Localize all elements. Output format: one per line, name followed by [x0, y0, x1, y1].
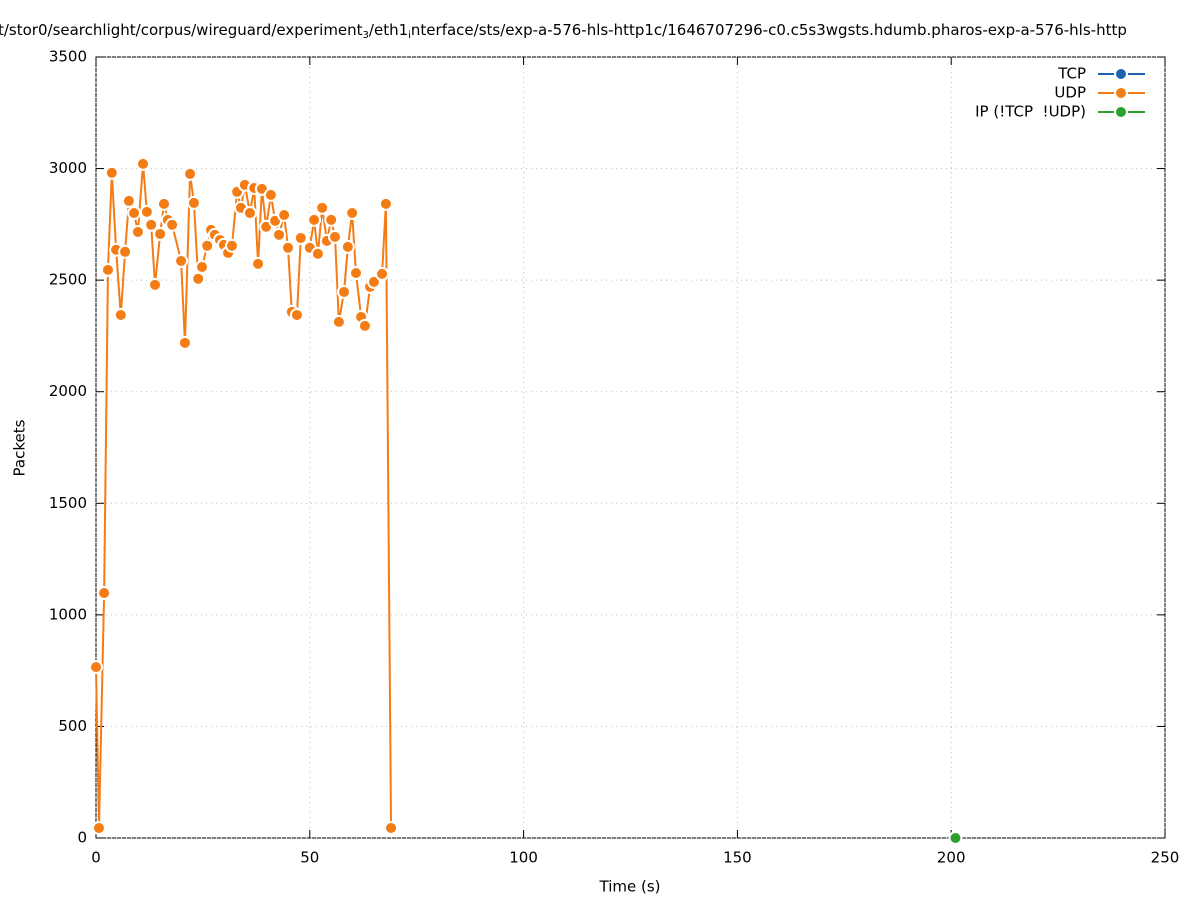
data-point [348, 266, 363, 281]
data-point [153, 226, 168, 241]
data-point [315, 200, 330, 215]
data-point [136, 156, 151, 171]
legend-label: UDP [1054, 84, 1086, 102]
data-point [310, 246, 325, 261]
data-point [328, 229, 343, 244]
title-part: /eth1 [369, 21, 408, 39]
y-tick-label: 1000 [49, 605, 87, 623]
data-point [91, 820, 106, 835]
data-point [263, 187, 278, 202]
y-tick-label: 3500 [49, 48, 87, 66]
data-point [177, 335, 192, 350]
y-tick-label: 0 [77, 829, 87, 847]
title-part: i [408, 30, 411, 41]
data-point [191, 271, 206, 286]
data-point [113, 307, 128, 322]
data-point [104, 165, 119, 180]
data-point [251, 256, 266, 271]
data-point [224, 238, 239, 253]
series-line [95, 163, 393, 828]
chart-title: t/stor0/searchlight/corpus/wireguard/exp… [0, 21, 1127, 42]
y-tick-label: 1500 [49, 494, 87, 512]
data-point [148, 277, 163, 292]
title-part: t/stor0/searchlight/corpus/wireguard/exp… [0, 21, 363, 39]
data-point [200, 238, 215, 253]
x-tick-label: 50 [300, 849, 319, 867]
data-point [156, 196, 171, 211]
data-point [97, 585, 112, 600]
y-tick-label: 2500 [49, 271, 87, 289]
data-point [293, 230, 308, 245]
legend-marker [1114, 67, 1128, 81]
data-point [100, 262, 115, 277]
data-point [272, 227, 287, 242]
x-tick-label: 250 [1151, 849, 1180, 867]
y-tick-label: 3000 [49, 159, 87, 177]
data-point [375, 266, 390, 281]
plot-border [95, 56, 1166, 839]
data-point [948, 831, 963, 845]
data-point [384, 820, 399, 835]
legend-label: IP (!TCP !UDP) [975, 103, 1086, 121]
x-tick-label: 100 [509, 849, 538, 867]
data-point [174, 253, 189, 268]
title-part: 3 [363, 30, 369, 41]
data-point [357, 318, 372, 333]
x-axis-label: Time (s) [599, 878, 661, 896]
y-axis-label: Packets [11, 419, 29, 476]
legend-marker [1114, 105, 1128, 119]
data-point [183, 166, 198, 181]
data-point [307, 212, 322, 227]
title-part: nterface/sts/exp-a-576-hls-http1c/164670… [411, 21, 1127, 39]
x-tick-label: 150 [723, 849, 752, 867]
data-point [280, 240, 295, 255]
data-point [331, 314, 346, 329]
legend-marker [1114, 86, 1128, 100]
data-point [118, 244, 133, 259]
data-point [242, 205, 257, 220]
x-tick-label: 0 [91, 849, 101, 867]
data-point [277, 207, 292, 222]
data-point [345, 205, 360, 220]
data-point [186, 195, 201, 210]
data-point [378, 196, 393, 211]
data-point [89, 660, 103, 675]
data-point [337, 284, 352, 299]
data-point [165, 217, 180, 232]
x-tick-label: 200 [937, 849, 966, 867]
data-point [340, 239, 355, 254]
data-point [195, 259, 210, 274]
data-point [144, 217, 159, 232]
data-point [127, 205, 142, 220]
data-point [324, 212, 339, 227]
y-tick-label: 500 [58, 717, 87, 735]
data-point [366, 274, 381, 289]
data-point [289, 307, 304, 322]
data-point [121, 193, 136, 208]
y-tick-label: 2000 [49, 382, 87, 400]
data-point [130, 224, 145, 239]
legend-label: TCP [1057, 65, 1086, 83]
data-point [139, 204, 154, 219]
